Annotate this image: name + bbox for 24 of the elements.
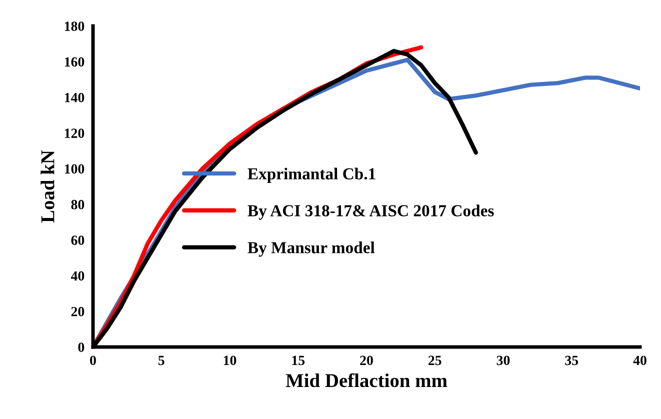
x-tick-label: 35 [565, 356, 578, 366]
x-tick-label: 30 [496, 356, 510, 366]
y-tick-label: 100 [64, 164, 84, 174]
x-axis-title: Mid Deflaction mm [286, 373, 448, 388]
legend-label: By ACI 318-17& AISC 2017 Codes [248, 204, 494, 220]
y-tick-label: 160 [64, 57, 84, 67]
x-tick-label: 40 [633, 356, 646, 366]
x-tick-label: 20 [360, 356, 373, 366]
y-tick-label: 180 [64, 22, 84, 31]
x-tick-label: 5 [158, 356, 164, 366]
y-tick-label: 20 [71, 306, 84, 316]
y-tick-label: 80 [71, 200, 84, 210]
y-tick-label: 0 [78, 342, 84, 352]
x-tick-label: 15 [292, 356, 305, 366]
legend-label: By Mansur model [248, 242, 375, 257]
y-tick-label: 120 [64, 128, 84, 138]
y-axis-title: Load kN [40, 150, 54, 223]
legend-label: Exprimantal Cb.1 [248, 168, 376, 183]
x-tick-label: 25 [428, 356, 442, 366]
y-tick-label: 40 [70, 271, 84, 281]
y-tick-label: 140 [64, 92, 84, 102]
x-tick-label: 10 [224, 356, 236, 366]
x-tick-label: 0 [90, 356, 96, 366]
y-tick-label: 60 [71, 236, 84, 245]
